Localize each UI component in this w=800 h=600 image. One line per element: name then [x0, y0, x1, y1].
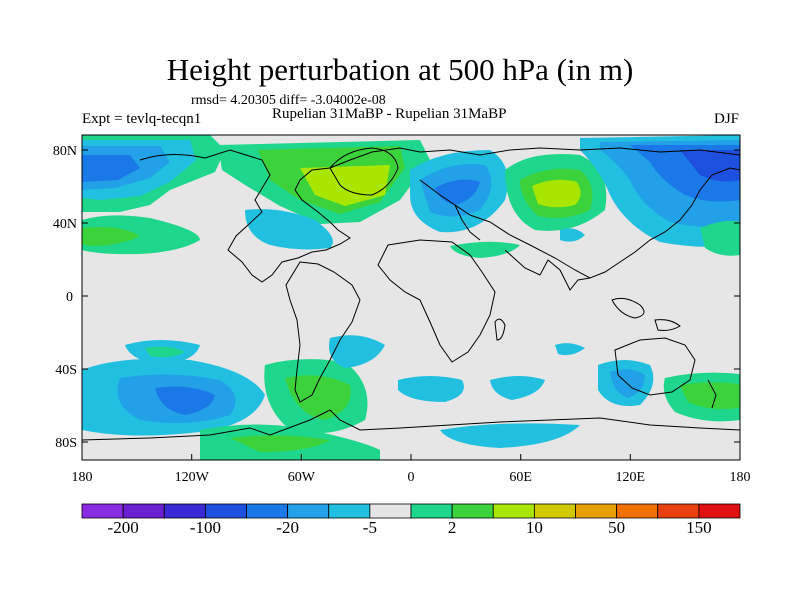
coastline [329, 147, 399, 196]
colorbar-label: -20 [276, 518, 299, 537]
contour-region [440, 423, 580, 448]
contour-region [155, 386, 215, 415]
colorbar-swatch [492, 503, 535, 519]
colorbar [81, 503, 741, 519]
x-tick-label: 60W [288, 470, 316, 485]
colorbar-swatch [287, 503, 330, 519]
colorbar-swatch [328, 503, 371, 519]
colorbar-label: -5 [363, 518, 377, 537]
stats-label: rmsd= 4.20305 diff= -3.04002e-08 [191, 93, 386, 108]
contour-region [245, 209, 333, 250]
coastline [494, 318, 506, 341]
plot-title: Height perturbation at 500 hPa (in m) [166, 52, 634, 87]
coastline [139, 147, 421, 283]
colorbar-swatch [657, 503, 700, 519]
experiment-label: Expt = tevlq-tecqn1 [82, 111, 202, 127]
contour-region [300, 165, 390, 206]
coastline [419, 167, 740, 279]
coastline [419, 147, 740, 156]
x-tick-label: 120W [175, 470, 210, 485]
comparison-label: Rupelian 31MaBP - Rupelian 31MaBP [272, 106, 507, 122]
y-tick-label: 40S [55, 363, 77, 378]
x-tick-label: 120E [616, 470, 646, 485]
x-tick-label: 180 [730, 470, 751, 485]
colorbar-swatch [410, 503, 453, 519]
contour-region [490, 376, 545, 400]
colorbar-label: -200 [108, 518, 139, 537]
x-tick-label: 0 [408, 470, 415, 485]
y-tick-label: 80N [53, 144, 77, 159]
colorbar-swatch [204, 503, 247, 519]
y-tick-marks [82, 149, 740, 443]
contour-region [555, 343, 585, 356]
contour-region [82, 155, 140, 182]
colorbar-swatch [246, 503, 289, 519]
y-tick-label: 40N [53, 217, 77, 232]
contour-region [285, 375, 351, 420]
coastline [454, 204, 481, 241]
contour-region [560, 228, 585, 242]
colorbar-swatch [369, 503, 412, 519]
contour-region [450, 241, 520, 258]
colorbar-label: 50 [608, 518, 625, 537]
contour-region [329, 335, 385, 368]
contour-region [700, 220, 740, 256]
contour-region [398, 376, 464, 402]
colorbar-swatch [616, 503, 659, 519]
x-tick-marks [81, 454, 741, 460]
x-tick-label: 180 [72, 470, 93, 485]
coastline [285, 261, 361, 403]
colorbar-labels: -200 -100 -20 -5 2 10 50 150 [108, 518, 712, 537]
colorbar-swatch [81, 503, 124, 519]
coastline [654, 319, 681, 331]
contour-region [532, 179, 581, 208]
colorbar-swatch [575, 503, 618, 519]
coastline [611, 297, 645, 319]
colorbar-swatch [451, 503, 494, 519]
coastlines [82, 147, 740, 441]
contour-region [680, 150, 740, 182]
coastline [82, 409, 740, 441]
colorbar-label: 2 [448, 518, 457, 537]
contour-region [230, 435, 330, 452]
x-tick-label: 60E [509, 470, 532, 485]
colorbar-swatch [163, 503, 206, 519]
contour-region [680, 382, 740, 410]
coastline [504, 249, 591, 291]
contour-region [145, 346, 185, 358]
y-tick-label: 80S [55, 436, 77, 451]
contour-region [82, 227, 140, 246]
y-tick-label: 0 [66, 290, 73, 305]
coastline [614, 337, 696, 396]
season-label: DJF [714, 111, 740, 127]
coastline [707, 379, 717, 409]
coastline [377, 239, 496, 363]
colorbar-label: 150 [686, 518, 712, 537]
colorbar-label: 10 [526, 518, 543, 537]
colorbar-label: -100 [190, 518, 221, 537]
colorbar-swatch [533, 503, 576, 519]
colorbar-swatch [122, 503, 165, 519]
colorbar-swatch [698, 503, 741, 519]
